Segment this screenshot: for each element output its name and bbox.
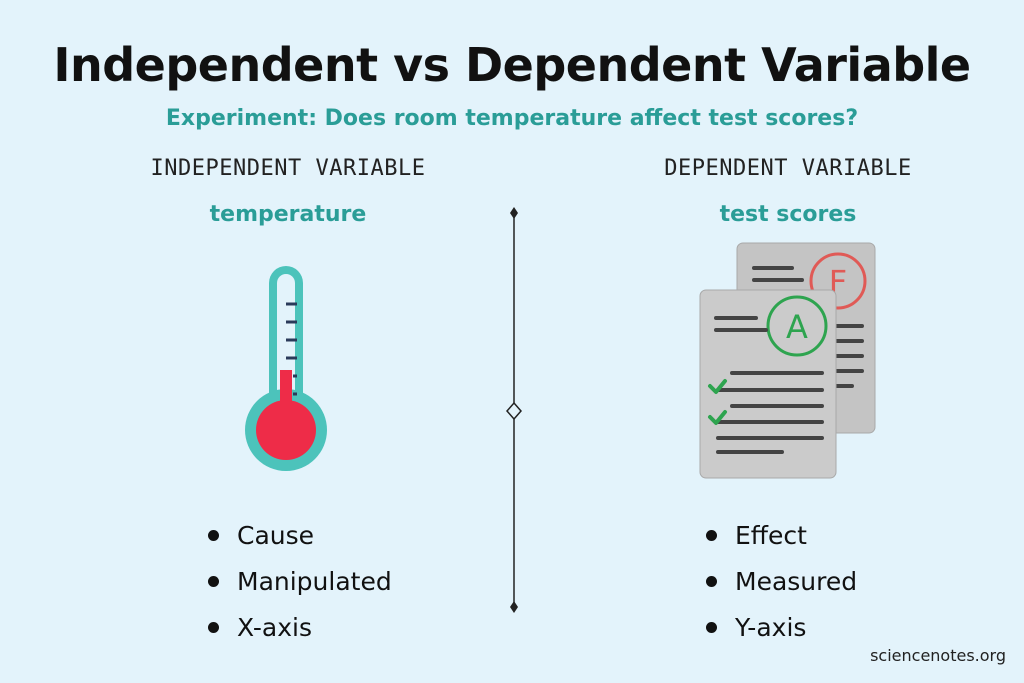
- thermometer-icon: [245, 266, 327, 471]
- list-item: Cause: [208, 512, 392, 558]
- bullet-icon: [706, 529, 717, 541]
- list-item: Effect: [706, 512, 857, 558]
- source-credit: sciencenotes.org: [870, 646, 1006, 665]
- independent-heading: INDEPENDENT VARIABLE: [150, 156, 426, 181]
- independent-bullet-list: Cause Manipulated X-axis: [208, 512, 392, 650]
- list-item: X-axis: [208, 604, 392, 650]
- dependent-heading: DEPENDENT VARIABLE: [664, 156, 912, 181]
- page-title: Independent vs Dependent Variable: [53, 38, 971, 92]
- bullet-icon: [208, 575, 219, 587]
- page-subtitle: Experiment: Does room temperature affect…: [165, 106, 859, 131]
- list-item: Measured: [706, 558, 857, 604]
- list-item: Y-axis: [706, 604, 857, 650]
- list-item: Manipulated: [208, 558, 392, 604]
- bullet-icon: [706, 621, 717, 633]
- bullet-icon: [706, 575, 717, 587]
- test-papers-icon: F A: [699, 242, 876, 479]
- center-divider: [506, 207, 522, 613]
- dependent-bullet-list: Effect Measured Y-axis: [706, 512, 857, 650]
- bullet-icon: [208, 621, 219, 633]
- dependent-example: test scores: [719, 202, 857, 227]
- grade-a-text: A: [786, 308, 808, 346]
- bullet-icon: [208, 529, 219, 541]
- independent-example: temperature: [209, 202, 367, 227]
